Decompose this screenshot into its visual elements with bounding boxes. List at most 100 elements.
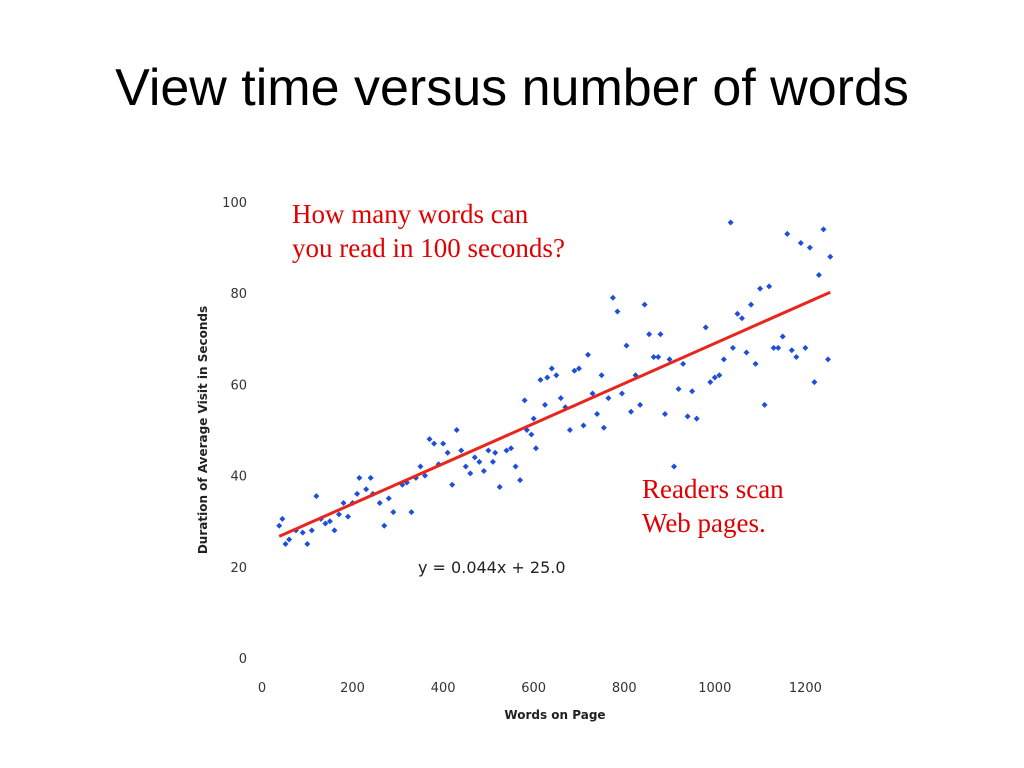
data-point	[544, 374, 551, 381]
trendline	[278, 290, 831, 538]
data-point	[299, 529, 306, 536]
x-tick-label: 800	[612, 681, 637, 696]
data-point	[825, 356, 831, 363]
x-tick-label: 1200	[789, 681, 822, 696]
data-point	[711, 374, 718, 381]
data-point	[376, 499, 383, 506]
data-point	[623, 342, 630, 349]
data-point	[282, 541, 289, 547]
data-point	[693, 415, 700, 422]
data-point	[331, 527, 338, 534]
data-point	[729, 344, 736, 351]
data-point	[811, 379, 818, 386]
data-point	[532, 445, 539, 452]
data-point	[571, 367, 578, 374]
data-point	[335, 511, 342, 518]
data-point	[784, 230, 791, 237]
data-point	[618, 390, 625, 397]
y-tick-label: 60	[230, 378, 247, 393]
y-tick-label: 80	[230, 287, 247, 302]
data-point	[743, 349, 750, 356]
data-point	[279, 515, 286, 522]
y-tick-label: 40	[230, 470, 247, 485]
data-point	[440, 440, 447, 447]
data-point	[521, 397, 528, 404]
data-point	[802, 344, 809, 351]
data-point	[492, 449, 499, 456]
data-point	[614, 308, 621, 315]
data-point	[707, 379, 714, 386]
data-point	[609, 294, 616, 301]
data-point	[322, 520, 329, 527]
data-point	[553, 372, 560, 379]
annotation-word-count-question: How many words can you read in 100 secon…	[292, 198, 565, 266]
data-point	[476, 458, 483, 465]
y-tick-label: 0	[239, 652, 247, 667]
data-point	[367, 474, 374, 481]
data-point	[489, 458, 496, 465]
data-point	[512, 463, 519, 470]
data-point	[734, 310, 741, 317]
data-point	[779, 333, 786, 340]
data-point	[542, 401, 548, 408]
data-point	[671, 463, 678, 470]
data-point	[340, 499, 347, 506]
data-point	[304, 541, 311, 547]
data-point	[485, 447, 492, 454]
x-tick-label: 0	[258, 681, 266, 696]
data-point	[345, 513, 352, 520]
data-point	[276, 522, 283, 529]
data-point	[385, 495, 392, 502]
annotation-readers-scan: Readers scan Web pages.	[642, 473, 784, 541]
data-point	[757, 285, 764, 292]
annotation-line: Web pages.	[642, 507, 766, 538]
data-point	[517, 477, 524, 484]
data-point	[530, 415, 537, 422]
y-tick-label: 20	[230, 561, 247, 576]
data-point	[727, 219, 734, 226]
data-point	[761, 401, 768, 408]
x-tick-label: 200	[340, 681, 365, 696]
data-point	[748, 301, 755, 308]
data-point	[458, 447, 465, 454]
data-point	[641, 301, 648, 308]
annotation-line: you read in 100 seconds?	[292, 232, 565, 263]
x-tick-label: 1000	[698, 681, 731, 696]
x-tick-label: 400	[431, 681, 456, 696]
data-point	[675, 385, 682, 392]
data-point	[431, 440, 438, 447]
data-point	[585, 351, 592, 358]
data-point	[815, 271, 822, 278]
data-point	[788, 347, 795, 354]
annotation-line: Readers scan	[642, 474, 784, 504]
data-point	[566, 427, 573, 433]
data-point	[503, 447, 510, 454]
data-point	[827, 253, 834, 260]
data-point	[326, 518, 333, 525]
data-points	[276, 219, 834, 547]
data-point	[684, 413, 691, 420]
data-point	[449, 481, 456, 488]
data-point	[575, 365, 582, 372]
data-point	[605, 395, 612, 402]
data-point	[467, 470, 474, 477]
data-point	[390, 509, 397, 516]
data-point	[689, 388, 696, 395]
data-point	[381, 522, 388, 529]
data-point	[462, 463, 469, 470]
data-point	[528, 431, 535, 438]
data-point	[480, 468, 487, 475]
data-point	[286, 536, 293, 543]
data-point	[598, 372, 605, 379]
data-point	[417, 463, 424, 470]
data-point	[752, 360, 759, 367]
data-point	[426, 436, 433, 443]
data-point	[797, 240, 804, 247]
trendline-equation: y = 0.044x + 25.0	[418, 558, 566, 577]
y-tick-labels: 0 20 40 60 80 100	[222, 196, 247, 667]
data-point	[356, 474, 363, 481]
data-point	[720, 356, 727, 363]
x-tick-labels: 0 200 400 600 800 1000 1200	[258, 681, 822, 696]
y-tick-label: 100	[222, 196, 247, 211]
data-point	[363, 486, 370, 493]
